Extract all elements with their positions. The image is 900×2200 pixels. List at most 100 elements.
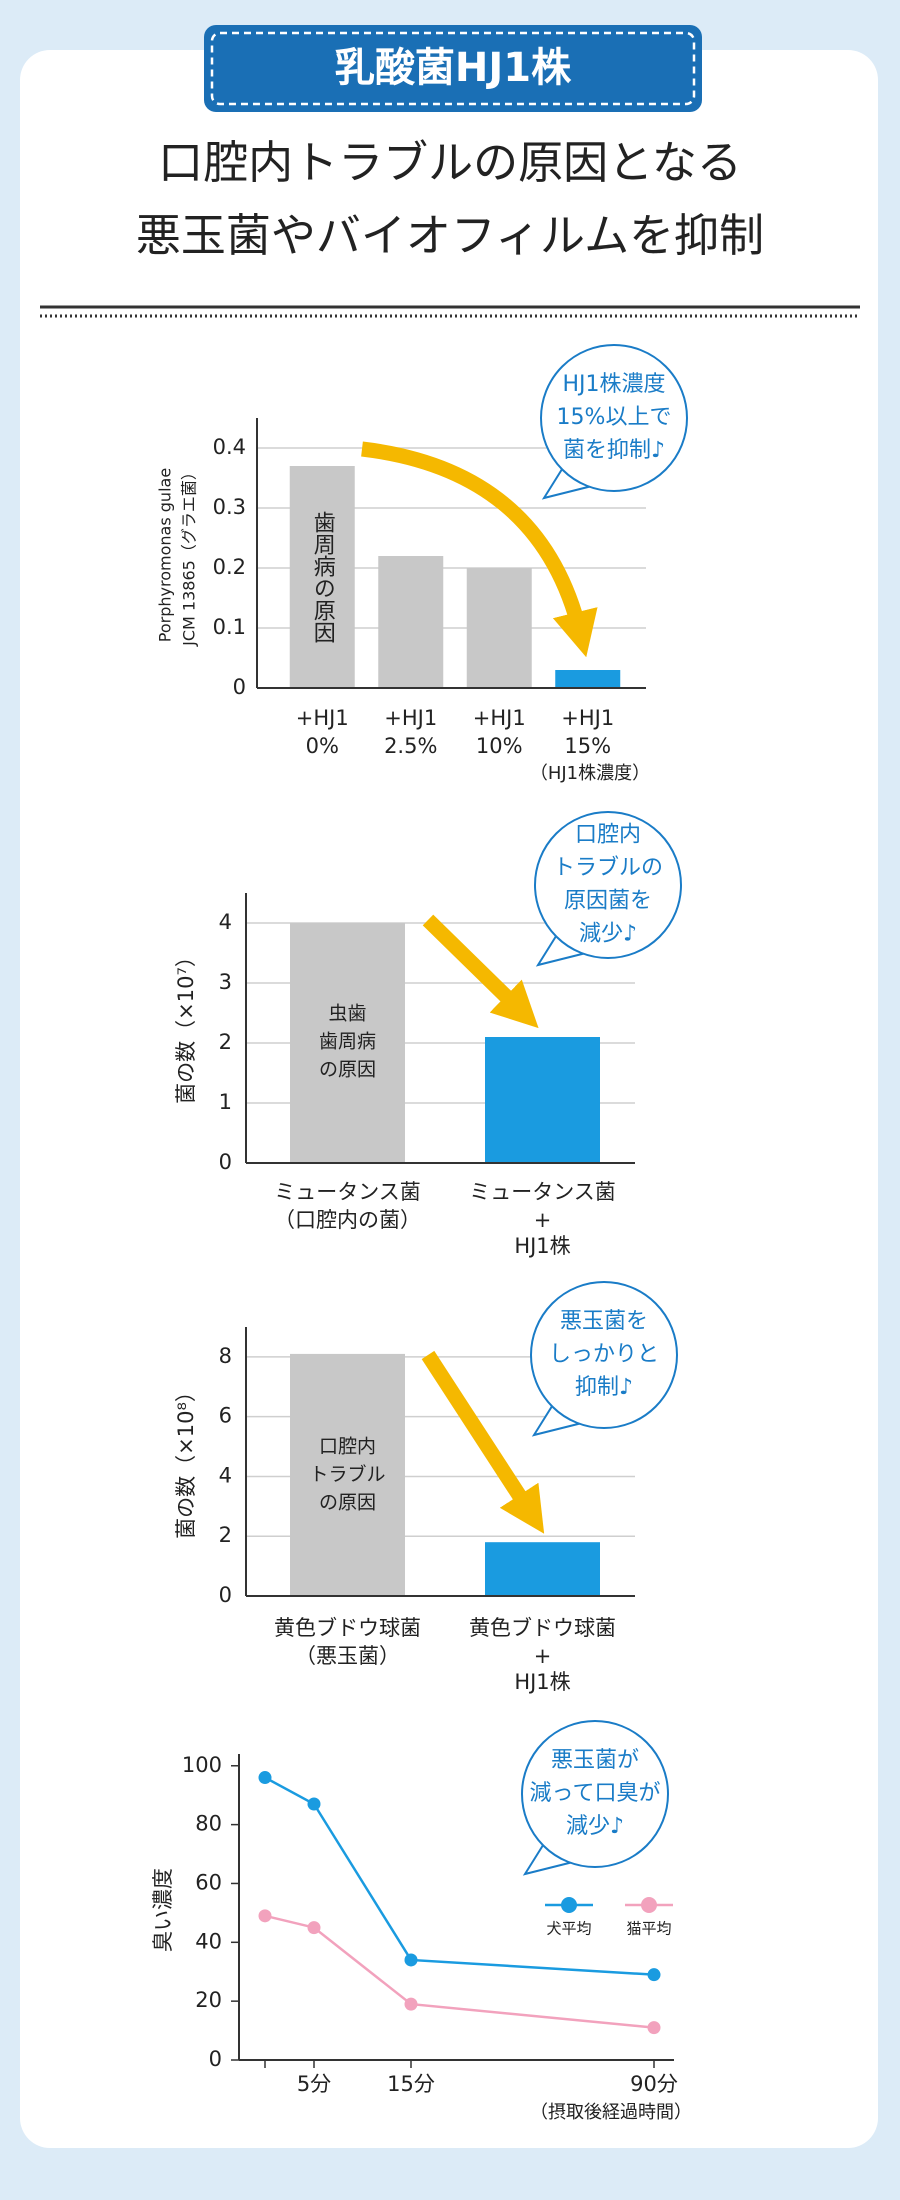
y-tick-label: 0	[219, 1150, 232, 1174]
bubble-text: 原因菌を	[564, 889, 652, 914]
bar-annotation: 口腔内	[319, 1436, 376, 1458]
legend-dot	[641, 1897, 657, 1913]
y-tick-label: 20	[195, 1988, 222, 2012]
x-tick-label: 5分	[297, 2072, 331, 2096]
y-tick-label: 4	[219, 1463, 232, 1487]
badge-text: 乳酸菌HJ1株	[335, 45, 572, 91]
bar	[290, 923, 405, 1163]
y-axis-label: 菌の数（×10⁸）	[174, 1381, 198, 1539]
y-axis-label: Porphyromonas gulae	[156, 468, 175, 642]
badge-border	[210, 31, 696, 106]
bubble-tail	[531, 1402, 583, 1437]
x-tick-label: +	[534, 1644, 552, 1668]
y-tick-label: 2	[219, 1523, 232, 1547]
arrow	[422, 914, 539, 1029]
x-tick-label: 10%	[476, 734, 523, 758]
arrow	[421, 1350, 545, 1534]
point	[647, 1968, 661, 1982]
bar	[555, 670, 621, 688]
y-tick-label: 2	[219, 1030, 232, 1054]
x-tick-label: +HJ1	[296, 706, 349, 730]
x-tick-label: （悪玉菌）	[295, 1644, 400, 1668]
bar	[485, 1037, 600, 1163]
x-axis-label: （摂取後経過時間）	[530, 2102, 692, 2123]
bubble	[521, 1720, 669, 1868]
bar	[290, 1353, 405, 1596]
bar	[378, 556, 444, 688]
bubble-joint	[554, 929, 586, 951]
bubble-text: 菌を抑制♪	[563, 438, 665, 463]
bubble-tail	[535, 932, 587, 967]
bubble-text: 悪玉菌が	[551, 1748, 639, 1773]
y-tick-label: 0.3	[213, 495, 246, 519]
card	[20, 50, 878, 2148]
y-tick-label: 1	[219, 1090, 232, 1114]
y-tick-label: 4	[219, 910, 232, 934]
x-tick-label: HJ1株	[514, 1670, 570, 1694]
bar-annotation: 歯周病の原因	[310, 511, 336, 643]
y-axis-label: 臭い濃度	[151, 1868, 175, 1952]
badge	[204, 25, 702, 112]
bubble-text: 抑制♪	[575, 1375, 633, 1400]
bar-annotation: 虫歯	[328, 1003, 366, 1025]
bubble	[534, 811, 682, 959]
x-tick-label: HJ1株	[514, 1234, 570, 1258]
x-tick-label: +	[534, 1208, 552, 1232]
bubble-text: トラブルの	[553, 856, 663, 881]
x-tick-label: +HJ1	[384, 706, 437, 730]
bubble	[540, 344, 688, 492]
bar	[485, 1542, 600, 1596]
bar-annotation: 歯周病	[319, 1031, 376, 1053]
y-tick-label: 80	[195, 1812, 222, 1836]
y-tick-label: 6	[219, 1404, 232, 1428]
x-tick-label: （口腔内の菌）	[274, 1208, 421, 1232]
bar-annotation: の原因	[319, 1059, 376, 1081]
point	[647, 2021, 661, 2035]
bubble-tail	[522, 1841, 574, 1876]
x-tick-label: 15分	[387, 2072, 435, 2096]
legend-label: 犬平均	[546, 1920, 591, 1938]
line	[264, 1914, 655, 2029]
bubble-text: 口腔内	[575, 823, 641, 848]
x-tick-label: +HJ1	[561, 706, 614, 730]
x-tick-label: 0%	[306, 734, 339, 758]
bar	[289, 466, 355, 688]
bubble-text: 減少♪	[566, 1814, 624, 1839]
bubble-text: 減って口臭が	[530, 1781, 661, 1806]
y-tick-label: 8	[219, 1344, 232, 1368]
y-tick-label: 3	[219, 970, 232, 994]
y-tick-label: 0	[219, 1583, 232, 1607]
x-tick-label: 90分	[630, 2072, 678, 2096]
x-tick-label: 黄色ブドウ球菌	[469, 1616, 616, 1640]
point	[258, 1771, 272, 1785]
y-axis-label: JCM 13865（グラエ菌）	[180, 464, 199, 647]
y-axis-label: 菌の数（×10⁷）	[174, 946, 198, 1104]
point	[404, 1953, 418, 1967]
point	[307, 1797, 321, 1811]
bubble-text: HJ1株濃度	[562, 372, 665, 397]
x-axis-label: （HJ1株濃度）	[530, 763, 650, 784]
arrow	[361, 441, 598, 658]
point	[258, 1909, 272, 1923]
bubble	[530, 1281, 678, 1429]
x-tick-label: 黄色ブドウ球菌	[274, 1616, 421, 1640]
bubble-text: 15%以上で	[557, 405, 672, 430]
y-tick-label: 60	[195, 1870, 222, 1894]
bubble-text: 悪玉菌を	[560, 1309, 648, 1334]
point	[307, 1921, 321, 1935]
y-tick-label: 0.1	[213, 615, 246, 639]
headline: 悪玉菌やバイオフィルムを抑制	[136, 209, 764, 262]
bubble-text: 減少♪	[579, 922, 637, 947]
bar-annotation: の原因	[319, 1492, 376, 1514]
x-tick-label: ミュータンス菌	[469, 1180, 616, 1204]
y-tick-label: 0.4	[213, 435, 246, 459]
point	[404, 1997, 418, 2011]
bubble-joint	[550, 1399, 582, 1421]
y-tick-label: 0.2	[213, 555, 246, 579]
x-tick-label: ミュータンス菌	[274, 1180, 421, 1204]
bubble-joint	[560, 462, 592, 484]
bubble-tail	[541, 465, 593, 500]
x-tick-label: 15%	[564, 734, 611, 758]
